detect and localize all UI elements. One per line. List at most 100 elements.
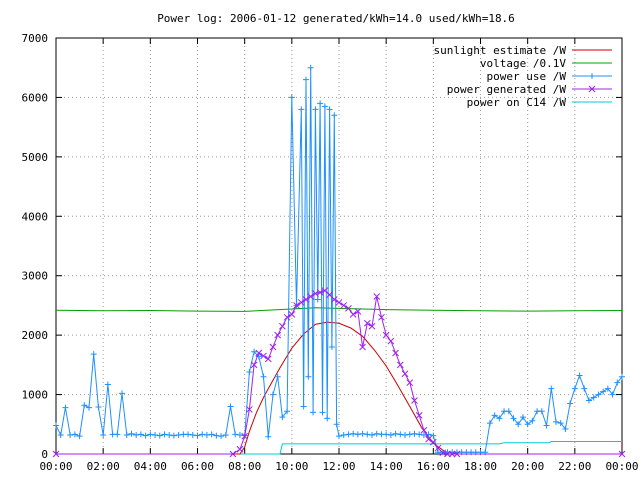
- data-point: [199, 431, 206, 438]
- data-point: [229, 450, 237, 458]
- data-point: [156, 432, 163, 439]
- data-point: [604, 385, 611, 392]
- series-line: [56, 441, 622, 455]
- data-point: [510, 415, 517, 422]
- y-tick-label: 6000: [22, 91, 49, 104]
- data-point: [396, 361, 404, 369]
- data-point: [246, 368, 253, 375]
- data-point: [255, 353, 262, 360]
- x-tick-label: 04:00: [134, 460, 167, 473]
- x-tick-label: 02:00: [87, 460, 120, 473]
- data-point: [241, 432, 249, 440]
- data-point: [218, 433, 225, 440]
- data-point: [600, 388, 607, 395]
- data-point: [382, 331, 390, 339]
- data-point: [354, 431, 361, 438]
- data-point: [114, 431, 121, 438]
- data-point: [119, 390, 126, 397]
- data-point: [100, 431, 107, 438]
- data-point: [350, 430, 357, 437]
- data-point: [300, 403, 307, 410]
- y-tick-label: 7000: [22, 32, 49, 45]
- data-point: [567, 400, 574, 407]
- data-point: [185, 431, 192, 438]
- legend-entry-power-generated-w: power generated /W: [447, 83, 612, 96]
- x-tick-label: 16:00: [417, 460, 450, 473]
- data-point: [203, 431, 210, 438]
- data-point: [354, 308, 362, 315]
- data-point: [283, 313, 291, 321]
- data-point: [330, 296, 338, 303]
- data-point: [529, 417, 536, 424]
- data-point: [269, 343, 277, 351]
- data-point: [314, 296, 321, 303]
- data-point: [387, 431, 394, 438]
- legend-label: voltage /0.1V: [480, 57, 566, 70]
- data-point: [383, 431, 390, 438]
- data-point: [453, 450, 461, 458]
- data-point: [397, 431, 404, 438]
- series-line: [55, 307, 623, 312]
- data-point: [557, 420, 564, 427]
- data-point: [401, 370, 409, 378]
- data-point: [213, 432, 220, 439]
- data-point: [236, 431, 243, 438]
- data-point: [86, 404, 93, 411]
- data-point: [326, 106, 333, 113]
- data-point: [67, 431, 74, 438]
- data-point: [194, 432, 201, 439]
- data-point: [123, 431, 130, 438]
- data-point: [387, 337, 395, 345]
- data-point: [595, 391, 602, 398]
- data-point: [152, 431, 159, 438]
- data-point: [274, 373, 281, 380]
- legend-label: power on C14 /W: [467, 96, 567, 109]
- data-point: [340, 431, 347, 438]
- data-point: [369, 431, 376, 438]
- data-point: [345, 305, 352, 312]
- data-point: [319, 409, 326, 416]
- data-point: [411, 397, 418, 404]
- data-point: [57, 431, 64, 438]
- y-tick-label: 3000: [22, 270, 49, 283]
- data-point: [328, 344, 335, 351]
- data-point: [274, 331, 282, 339]
- data-point: [552, 418, 559, 425]
- data-point: [279, 414, 286, 421]
- data-point: [548, 385, 555, 392]
- data-point: [317, 100, 324, 107]
- legend-label: sunlight estimate /W: [434, 44, 567, 57]
- series-line: [56, 290, 622, 455]
- data-point: [519, 414, 526, 421]
- data-point: [581, 385, 588, 392]
- data-point: [250, 361, 258, 369]
- legend-entry-sunlight-estimate-w: sunlight estimate /W: [434, 44, 612, 57]
- data-point: [305, 373, 312, 380]
- data-point: [269, 391, 276, 398]
- data-point: [260, 373, 267, 380]
- series-layer: [52, 64, 626, 458]
- data-point: [297, 299, 305, 306]
- grid: [56, 38, 622, 454]
- data-point: [368, 322, 376, 330]
- data-point: [222, 431, 229, 438]
- data-point: [142, 432, 149, 439]
- data-point: [416, 431, 423, 438]
- data-point: [406, 431, 413, 438]
- data-point: [491, 412, 498, 419]
- data-point: [264, 355, 272, 363]
- data-point: [619, 373, 625, 380]
- data-point: [255, 349, 263, 357]
- x-tick-label: 14:00: [370, 460, 403, 473]
- data-point: [227, 403, 234, 410]
- data-point: [538, 408, 545, 415]
- data-point: [312, 106, 319, 113]
- series-voltage-0-1v: [55, 307, 623, 312]
- data-point: [411, 430, 418, 437]
- data-point: [298, 106, 305, 113]
- data-point: [166, 431, 173, 438]
- data-point: [137, 431, 144, 438]
- data-point: [81, 402, 88, 409]
- data-point: [236, 445, 244, 453]
